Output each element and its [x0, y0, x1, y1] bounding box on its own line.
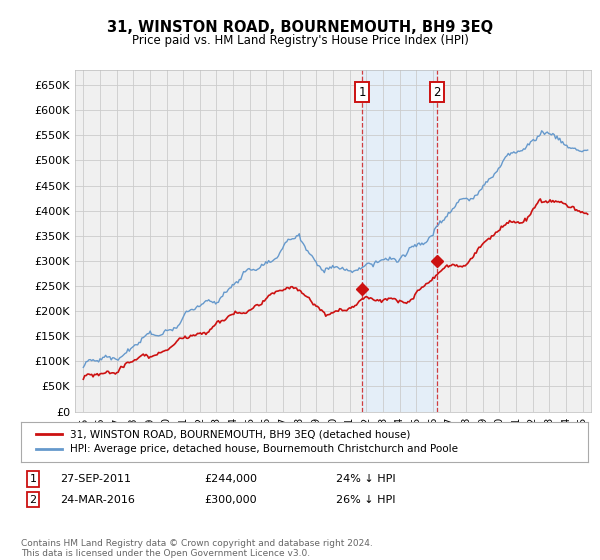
Text: 24-MAR-2016: 24-MAR-2016 [60, 494, 135, 505]
Bar [362, 70, 437, 412]
Text: 26% ↓ HPI: 26% ↓ HPI [336, 494, 395, 505]
Text: Price paid vs. HM Land Registry's House Price Index (HPI): Price paid vs. HM Land Registry's House … [131, 34, 469, 46]
Text: 1: 1 [358, 86, 366, 99]
Legend: 31, WINSTON ROAD, BOURNEMOUTH, BH9 3EQ (detached house), HPI: Average price, det: 31, WINSTON ROAD, BOURNEMOUTH, BH9 3EQ (… [32, 426, 463, 458]
Text: 27-SEP-2011: 27-SEP-2011 [60, 474, 131, 484]
Text: £300,000: £300,000 [204, 494, 257, 505]
Text: Contains HM Land Registry data © Crown copyright and database right 2024.
This d: Contains HM Land Registry data © Crown c… [21, 539, 373, 558]
Text: 31, WINSTON ROAD, BOURNEMOUTH, BH9 3EQ: 31, WINSTON ROAD, BOURNEMOUTH, BH9 3EQ [107, 20, 493, 35]
Text: 2: 2 [29, 494, 37, 505]
Text: 1: 1 [29, 474, 37, 484]
Text: 24% ↓ HPI: 24% ↓ HPI [336, 474, 395, 484]
Text: £244,000: £244,000 [204, 474, 257, 484]
Text: 2: 2 [433, 86, 441, 99]
